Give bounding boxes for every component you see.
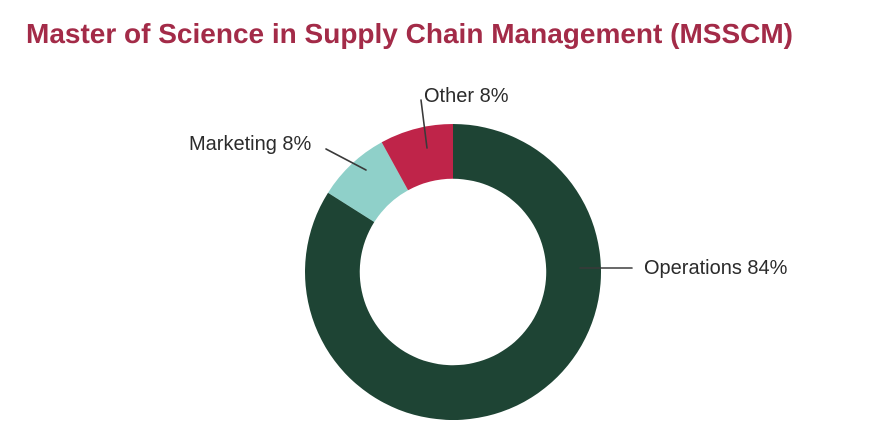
donut-segments bbox=[305, 124, 602, 421]
slice-label-operations: Operations 84% bbox=[644, 257, 788, 279]
slice-label-other: Other 8% bbox=[424, 85, 509, 107]
slice-label-marketing: Marketing 8% bbox=[189, 133, 312, 155]
leader-line-marketing bbox=[325, 148, 367, 171]
donut-segment-other bbox=[381, 124, 453, 191]
donut-segment-marketing bbox=[328, 142, 409, 223]
donut-segment-operations bbox=[305, 124, 602, 421]
leader-line-other bbox=[420, 99, 428, 149]
chart-title: Master of Science in Supply Chain Manage… bbox=[26, 18, 794, 49]
